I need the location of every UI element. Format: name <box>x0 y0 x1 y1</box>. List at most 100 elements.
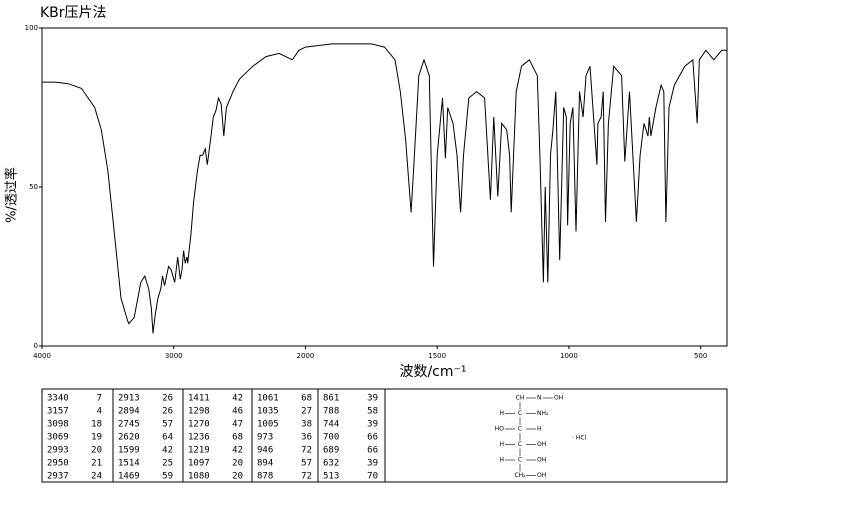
peak-transmittance: 42 <box>232 394 243 404</box>
peak-wavenumber: 1270 <box>188 420 210 430</box>
peak-wavenumber: 861 <box>323 394 339 404</box>
peak-transmittance: 26 <box>162 407 173 417</box>
peak-wavenumber: 1298 <box>188 407 210 417</box>
peak-wavenumber: 1061 <box>257 394 279 404</box>
peak-wavenumber: 2993 <box>47 446 69 456</box>
x-tick-label: 1500 <box>428 352 446 360</box>
peak-wavenumber: 744 <box>323 420 339 430</box>
peak-wavenumber: 513 <box>323 472 339 482</box>
atom: CH₂ <box>514 472 526 479</box>
atom: H <box>499 410 504 417</box>
peak-wavenumber: 2913 <box>118 394 140 404</box>
atom: CH <box>516 395 525 402</box>
y-axis-label: %/透过率 <box>4 167 20 223</box>
peak-wavenumber: 973 <box>257 433 273 443</box>
peak-transmittance: 4 <box>97 407 102 417</box>
peak-wavenumber: 1080 <box>188 472 210 482</box>
peak-transmittance: 27 <box>301 407 312 417</box>
atom: C <box>518 426 522 433</box>
peak-transmittance: 25 <box>162 459 173 469</box>
peak-wavenumber: 1411 <box>188 394 210 404</box>
peak-transmittance: 57 <box>301 459 312 469</box>
peak-transmittance: 68 <box>301 394 312 404</box>
atom: C <box>518 457 522 464</box>
peak-transmittance: 20 <box>232 459 243 469</box>
peak-wavenumber: 1514 <box>118 459 140 469</box>
peak-wavenumber: 788 <box>323 407 339 417</box>
peak-wavenumber: 689 <box>323 446 339 456</box>
peak-transmittance: 20 <box>232 472 243 482</box>
peak-transmittance: 20 <box>91 446 102 456</box>
peak-wavenumber: 2620 <box>118 433 140 443</box>
peak-transmittance: 18 <box>91 420 102 430</box>
peak-wavenumber: 2937 <box>47 472 69 482</box>
peak-transmittance: 24 <box>91 472 102 482</box>
atom: C <box>518 410 522 417</box>
peak-wavenumber: 3098 <box>47 420 69 430</box>
peak-transmittance: 59 <box>162 472 173 482</box>
peak-transmittance: 72 <box>301 446 312 456</box>
peak-wavenumber: 2894 <box>118 407 140 417</box>
chart-title: KBr压片法 <box>40 5 107 21</box>
y-tick-label: 50 <box>29 183 38 191</box>
peak-wavenumber: 2950 <box>47 459 69 469</box>
peak-wavenumber: 2745 <box>118 420 140 430</box>
peak-transmittance: 70 <box>367 472 378 482</box>
peak-wavenumber: 700 <box>323 433 339 443</box>
peak-wavenumber: 878 <box>257 472 273 482</box>
peak-wavenumber: 1005 <box>257 420 279 430</box>
peak-transmittance: 21 <box>91 459 102 469</box>
plot-frame <box>41 27 728 347</box>
peak-transmittance: 64 <box>162 433 173 443</box>
peak-wavenumber: 1035 <box>257 407 279 417</box>
peak-wavenumber: 1469 <box>118 472 140 482</box>
peak-wavenumber: 1097 <box>188 459 210 469</box>
peak-wavenumber: 946 <box>257 446 273 456</box>
spectrum-line <box>42 43 727 334</box>
peak-transmittance: 36 <box>301 433 312 443</box>
peak-wavenumber: 3340 <box>47 394 69 404</box>
peak-transmittance: 66 <box>367 446 378 456</box>
peak-transmittance: 42 <box>232 446 243 456</box>
x-tick-label: 2000 <box>297 352 315 360</box>
peak-wavenumber: 3069 <box>47 433 69 443</box>
x-tick-label: 3000 <box>165 352 183 360</box>
peak-transmittance: 66 <box>367 433 378 443</box>
peak-transmittance: 47 <box>232 420 243 430</box>
peak-wavenumber: 632 <box>323 459 339 469</box>
peak-transmittance: 38 <box>301 420 312 430</box>
y-tick-label: 0 <box>34 342 38 350</box>
peak-transmittance: 39 <box>367 394 378 404</box>
x-tick-label: 4000 <box>33 352 51 360</box>
atom: NH₂ <box>537 410 549 417</box>
atom: OH <box>554 395 563 402</box>
peak-transmittance: 7 <box>97 394 102 404</box>
atom: H <box>499 441 504 448</box>
peak-wavenumber: 894 <box>257 459 273 469</box>
peak-transmittance: 26 <box>162 394 173 404</box>
atom: N <box>537 395 542 402</box>
atom: OH <box>537 472 546 479</box>
salt: · HCl <box>572 435 587 442</box>
peak-transmittance: 39 <box>367 420 378 430</box>
atom: H <box>537 426 542 433</box>
peak-transmittance: 39 <box>367 459 378 469</box>
y-tick-label: 100 <box>25 24 38 32</box>
peak-wavenumber: 1599 <box>118 446 140 456</box>
atom: HO <box>495 426 505 433</box>
atom: OH <box>537 441 546 448</box>
atom: H <box>499 457 504 464</box>
peak-transmittance: 57 <box>162 420 173 430</box>
peak-transmittance: 68 <box>232 433 243 443</box>
x-tick-label: 1000 <box>560 352 578 360</box>
atom: OH <box>537 457 546 464</box>
peak-transmittance: 58 <box>367 407 378 417</box>
atom: C <box>518 441 522 448</box>
x-tick-label: 500 <box>694 352 707 360</box>
peak-transmittance: 42 <box>162 446 173 456</box>
peak-transmittance: 46 <box>232 407 243 417</box>
peak-wavenumber: 1236 <box>188 433 210 443</box>
x-axis-label: 波数/cm⁻¹ <box>399 364 466 380</box>
peak-wavenumber: 1219 <box>188 446 210 456</box>
